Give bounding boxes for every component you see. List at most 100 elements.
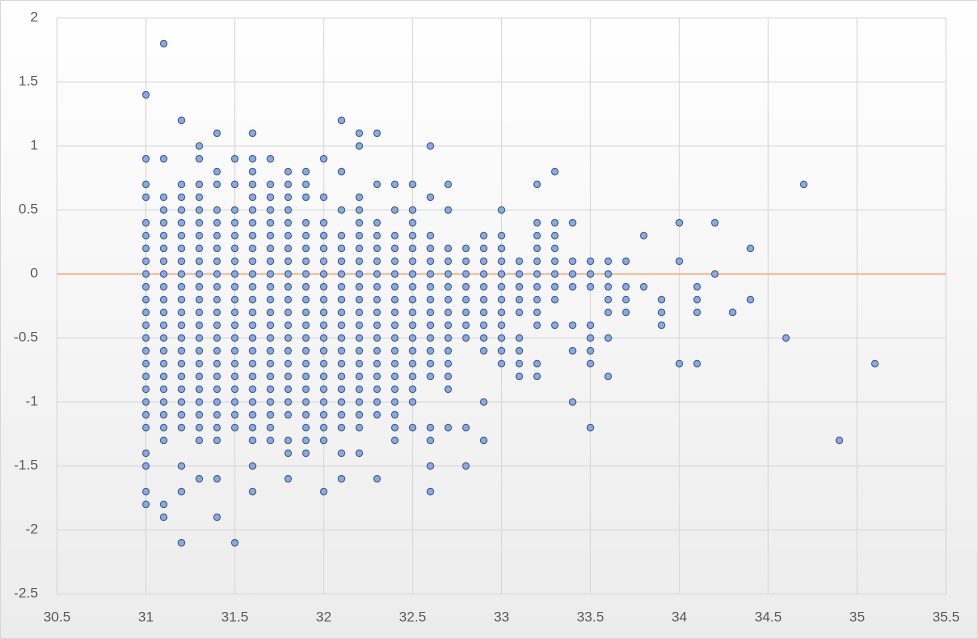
point <box>177 347 186 355</box>
point <box>462 270 470 278</box>
point <box>266 398 275 406</box>
point <box>373 180 381 189</box>
point <box>159 359 168 368</box>
point <box>266 321 275 329</box>
point <box>159 411 168 419</box>
point <box>195 270 203 278</box>
y-tick-label: -1.5 <box>14 457 38 473</box>
point <box>604 295 612 304</box>
point <box>319 321 328 329</box>
point <box>533 231 541 240</box>
point <box>373 334 381 342</box>
point <box>231 295 239 304</box>
point <box>462 283 470 291</box>
point <box>302 180 310 189</box>
point <box>355 270 364 278</box>
point <box>248 155 257 163</box>
point <box>319 385 328 393</box>
point <box>426 193 435 201</box>
point <box>568 219 577 227</box>
point <box>248 411 257 419</box>
point <box>728 308 737 317</box>
point <box>142 385 150 393</box>
point <box>195 411 203 419</box>
point <box>391 385 399 393</box>
point <box>266 257 275 265</box>
point <box>213 283 221 291</box>
point <box>479 308 488 317</box>
point <box>142 283 150 291</box>
point <box>515 295 524 304</box>
point <box>426 308 435 317</box>
point <box>248 487 257 496</box>
point <box>248 436 257 445</box>
x-tick-label: 30.5 <box>43 609 70 625</box>
point <box>284 295 292 304</box>
point <box>195 193 203 201</box>
point <box>142 231 150 240</box>
point <box>462 257 470 265</box>
point <box>142 219 150 227</box>
point <box>177 487 186 496</box>
point <box>195 359 203 368</box>
point <box>373 411 381 419</box>
point <box>355 449 364 457</box>
point <box>284 475 292 483</box>
point <box>515 283 524 291</box>
x-tick-label: 32 <box>316 609 332 625</box>
point <box>373 270 381 278</box>
point <box>177 308 186 317</box>
point <box>213 513 221 521</box>
point <box>355 193 364 201</box>
point <box>337 283 346 291</box>
point <box>408 359 417 368</box>
point <box>177 385 186 393</box>
point <box>391 436 399 445</box>
point <box>444 206 452 214</box>
point <box>284 206 292 214</box>
point <box>444 372 452 381</box>
point <box>319 295 328 304</box>
point <box>302 436 310 445</box>
point <box>408 257 417 265</box>
point <box>319 411 328 419</box>
point <box>302 283 310 291</box>
point <box>195 244 203 253</box>
point <box>408 295 417 304</box>
point <box>533 257 541 265</box>
point <box>284 231 292 240</box>
point <box>373 398 381 406</box>
point <box>391 423 399 432</box>
point <box>231 257 239 265</box>
point <box>284 321 292 329</box>
point <box>337 449 346 457</box>
point <box>213 347 221 355</box>
y-tick-label: 1.5 <box>19 73 39 89</box>
point <box>302 231 310 240</box>
point <box>248 321 257 329</box>
point <box>195 385 203 393</box>
point <box>159 193 168 201</box>
point <box>195 295 203 304</box>
point <box>142 411 150 419</box>
point <box>373 244 381 253</box>
point <box>497 270 506 278</box>
point <box>195 347 203 355</box>
point <box>159 423 168 432</box>
point <box>195 308 203 317</box>
point <box>177 359 186 368</box>
x-tick-label: 32.5 <box>399 609 426 625</box>
point <box>302 347 310 355</box>
point <box>408 244 417 253</box>
point <box>142 449 150 457</box>
point <box>319 257 328 265</box>
point <box>213 167 221 176</box>
point <box>284 334 292 342</box>
point <box>248 462 257 470</box>
point <box>675 219 684 227</box>
point <box>479 244 488 253</box>
point <box>462 244 470 253</box>
point <box>622 257 630 265</box>
point <box>479 283 488 291</box>
point <box>373 347 381 355</box>
